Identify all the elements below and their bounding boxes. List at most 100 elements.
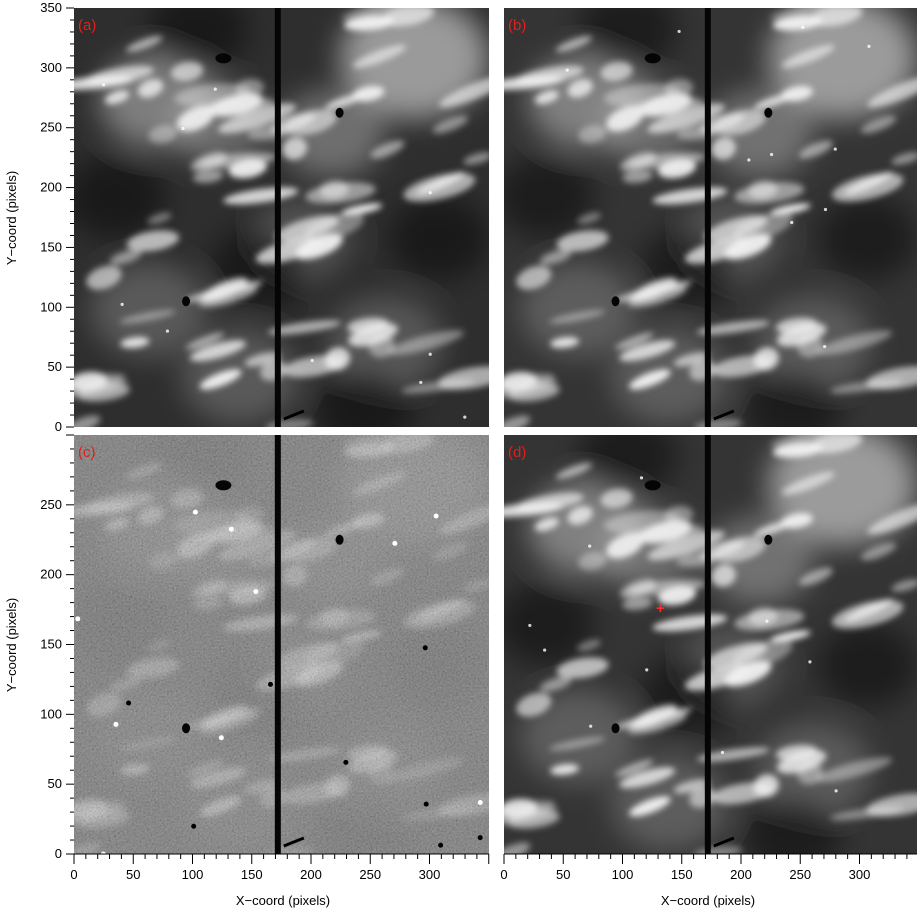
y-tick-label: 350 [40,0,62,15]
granule-streak [619,767,676,789]
granule-streak [627,712,687,734]
granule-streak [696,747,770,762]
granule-streak [387,330,464,356]
x-tick-label: 300 [419,867,441,882]
granule-streak [673,352,709,367]
granule-streak [549,736,606,751]
granule-streak [578,125,607,144]
panel-a: (a) [74,8,489,427]
dark-region [504,154,595,239]
granule-streak [325,93,364,110]
granule-streak [126,230,180,252]
granule-streak [534,517,559,532]
speck [477,799,483,805]
granule-streak [606,106,644,132]
granule-streak [577,639,601,652]
x-tick-label: 0 [500,867,507,882]
granule-streak [600,61,633,82]
x-axis-label-right: X−coord (pixels) [661,893,755,908]
speck [191,823,197,829]
granule-streak [733,212,793,241]
speck [867,44,871,48]
granule-streak [556,657,609,679]
granule-streak [629,369,671,390]
granule-streak [403,173,476,202]
dark-blob [611,723,620,734]
granule-streak [657,158,697,179]
panel-c: (c) [74,435,489,854]
speck [428,352,432,356]
bright-region [706,90,814,178]
granule-streak [282,137,308,160]
granule-streak [147,212,172,225]
x-tick-label: 200 [730,867,752,882]
granule-streak [198,285,258,307]
granule-streak [733,639,793,668]
granule-streak [629,524,704,540]
slit-mark [713,409,735,421]
granule-streak [539,676,572,692]
y-tick-label: 150 [40,637,62,652]
granule-streak [370,140,405,159]
granule-streak [74,75,134,91]
speck [433,513,439,519]
granule-streak [228,158,267,179]
granule-streak [185,332,225,350]
granule-streak [189,340,247,362]
granule-streak [711,137,736,160]
speck [343,759,349,765]
speck [422,645,428,651]
speck [428,191,432,195]
speck [102,83,106,87]
granule-streak [176,106,215,132]
speck [769,152,774,157]
granule-streak [696,320,770,335]
speck [113,721,119,727]
granule-streak [119,309,176,324]
granule-streak [657,585,697,606]
granule-streak [109,249,142,265]
y-tick-label: 250 [40,497,62,512]
panel-b-label: (b) [508,17,526,34]
panel-c-label: (c) [78,444,96,461]
dark-blob [215,480,232,491]
granule-streak [619,340,676,362]
granule-streak [815,757,893,783]
dark-blob [335,534,344,545]
dark-region [389,196,489,281]
speck [823,207,828,212]
granule-streak [555,462,592,479]
granule-streak [550,764,580,775]
granule-streak [776,323,827,347]
dark-region [817,196,917,281]
speck [543,648,547,652]
granule-streak [891,152,917,165]
bright-region [706,517,814,605]
granule-streak [753,347,779,371]
granule-streak [860,115,897,134]
dark-region [817,623,917,708]
granule-streak [622,596,653,611]
granule-streak [305,182,376,204]
granule-streak [170,61,204,82]
bright-region [277,90,386,178]
dark-blob [182,296,191,307]
speck [528,623,532,628]
granule-streak [860,542,897,561]
panel-c-image [74,435,489,854]
dark-blob [644,480,661,491]
x-tick-label: 250 [359,867,381,882]
bright-region [520,689,637,784]
granule-streak [504,800,555,822]
granule-streak [348,323,398,347]
speck [419,380,423,385]
slit-line [704,8,711,427]
speck [589,724,593,728]
granule-streak [734,182,805,204]
grain-texture [74,435,489,854]
granule-streak [734,609,805,631]
y-tick-label: 250 [40,120,62,135]
granule-streak [304,212,365,241]
y-tick-label: 200 [40,567,62,582]
